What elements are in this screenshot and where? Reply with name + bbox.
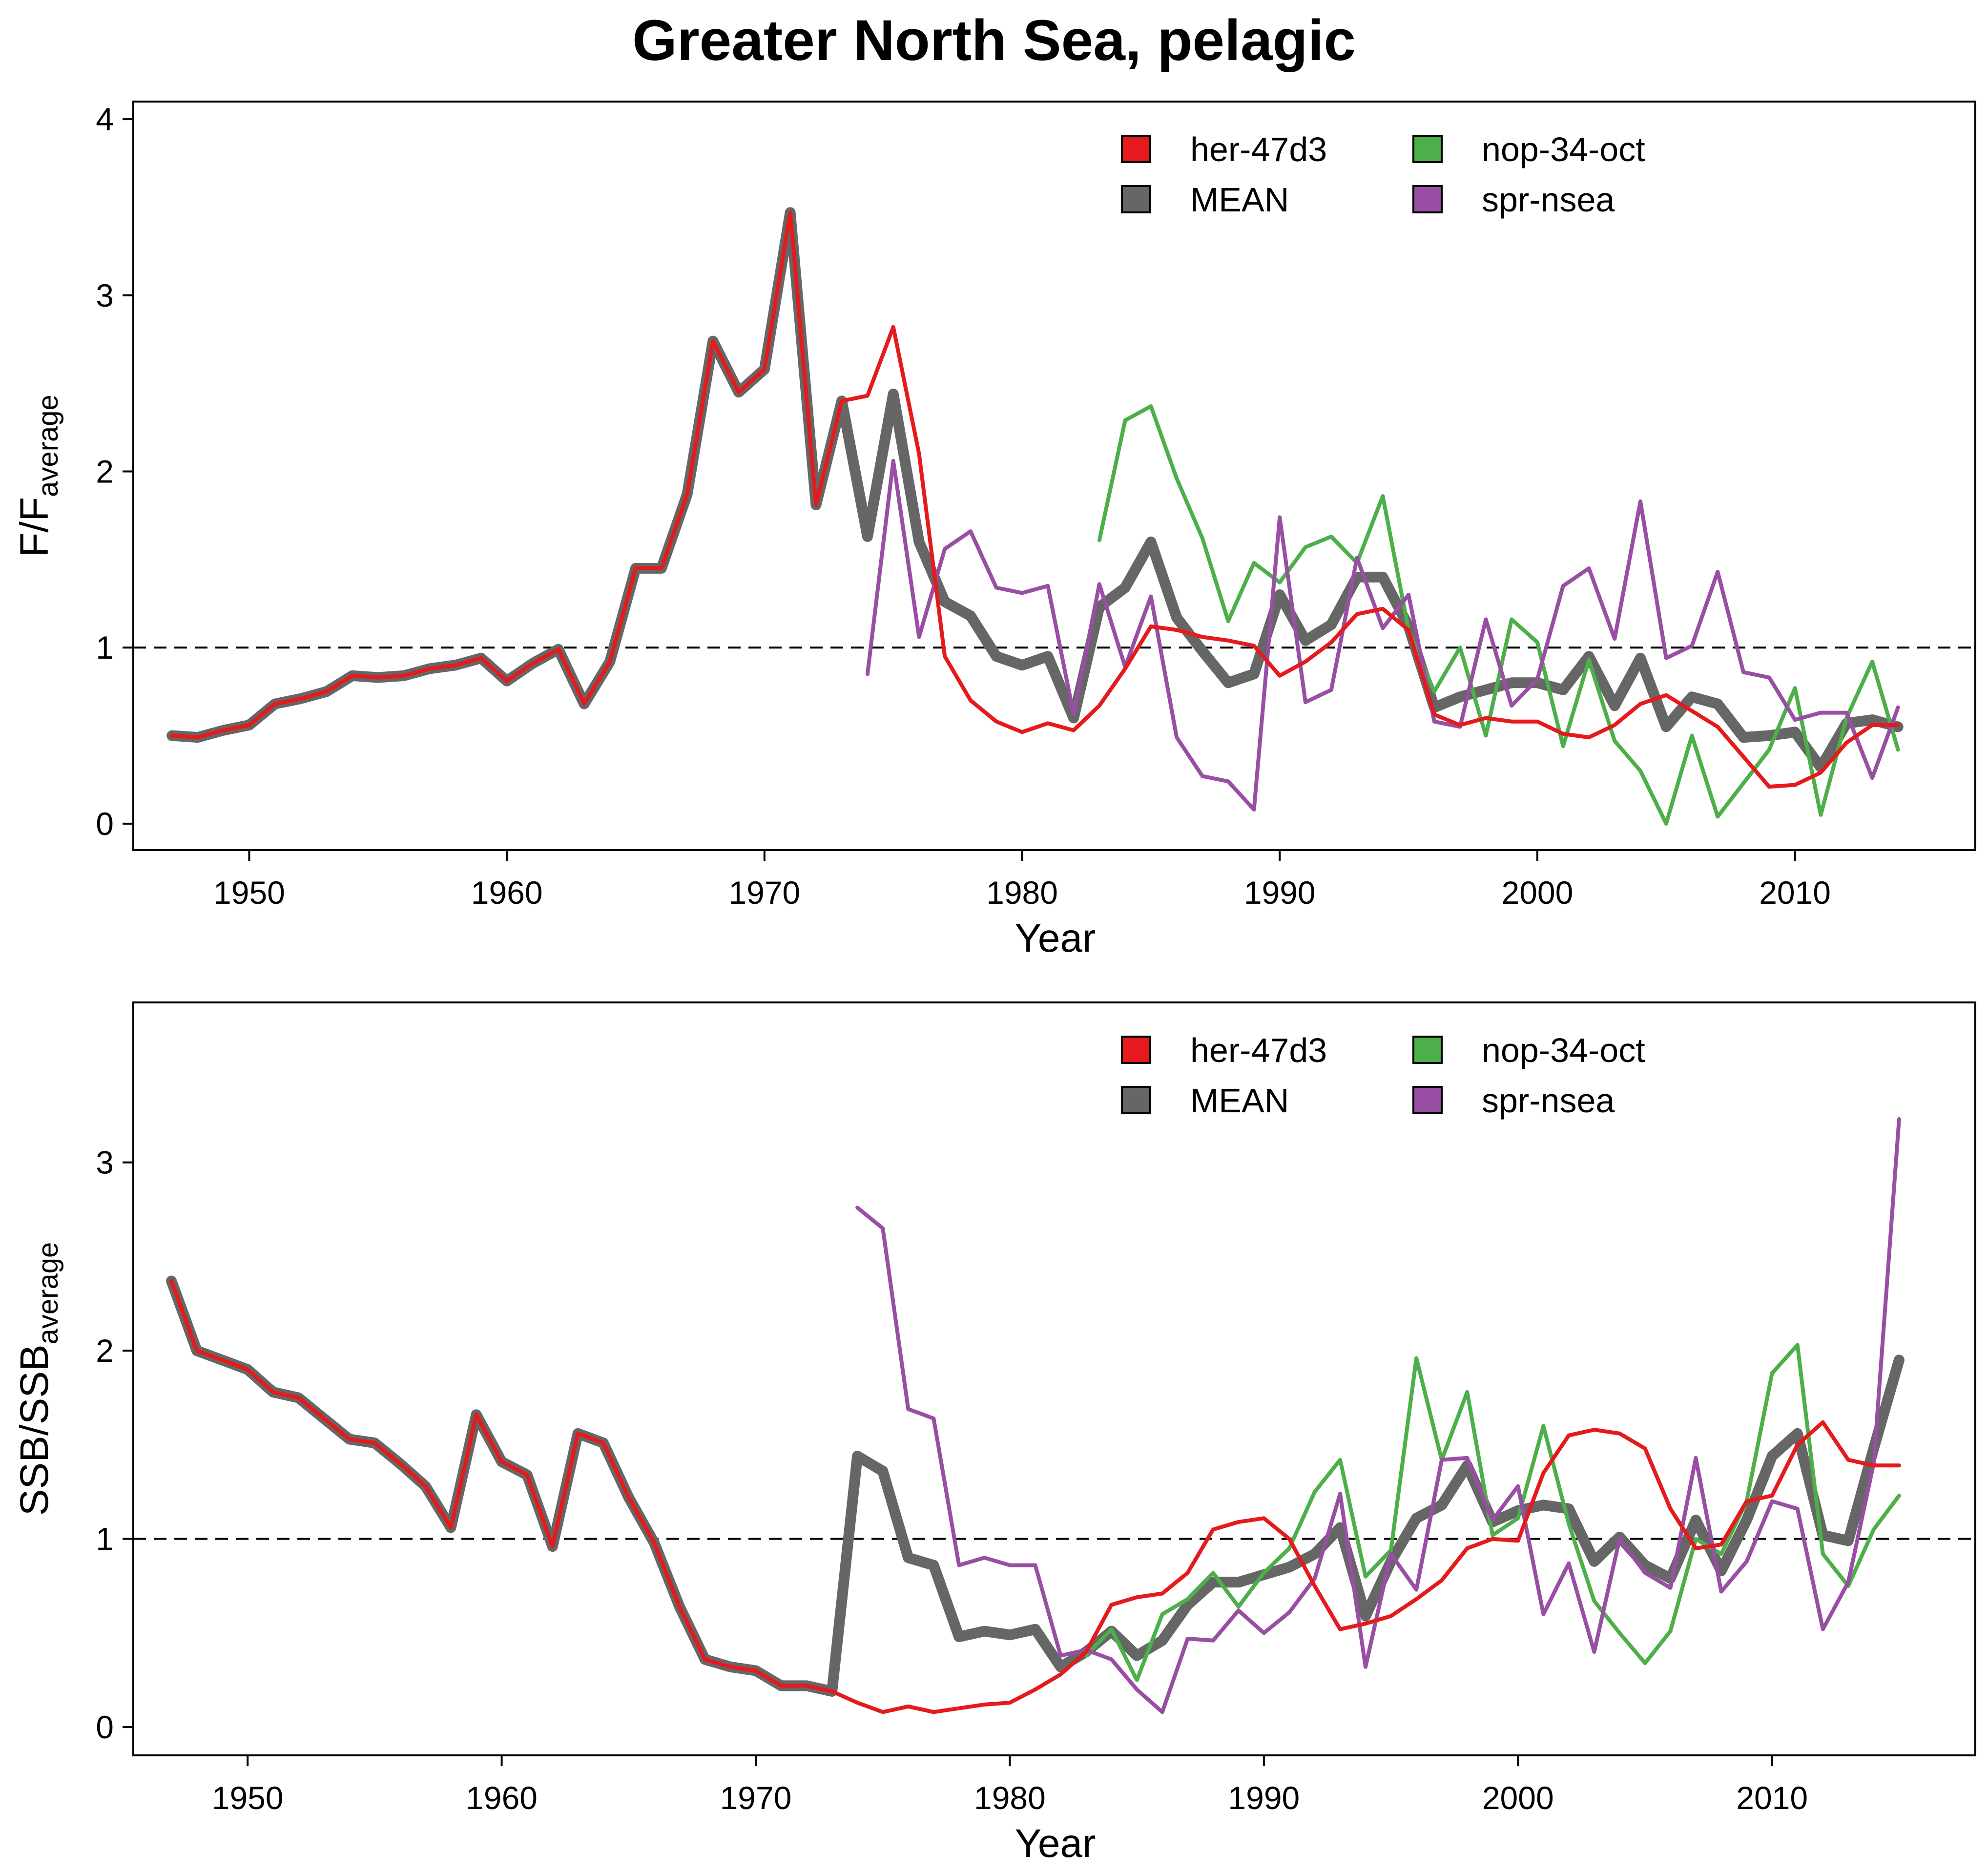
y-tick-label: 0 [96, 1709, 114, 1745]
legend-label: MEAN [1190, 181, 1289, 219]
series-line-her-47d3 [170, 210, 1900, 789]
y-tick-label: 3 [96, 277, 114, 313]
series-line-MEAN [166, 1275, 1905, 1697]
y-tick-label: 4 [96, 101, 114, 137]
legend-swatch-her-47d3 [1121, 135, 1151, 163]
legend-swatch-nop-34-oct [1412, 1036, 1443, 1064]
plot-frame [132, 1001, 1976, 1756]
x-tick-label: 1990 [1228, 1780, 1300, 1816]
plot-frame [132, 101, 1976, 851]
legend-swatch-MEAN [1121, 1086, 1151, 1114]
y-tick-label: 0 [96, 806, 114, 842]
legend: her-47d3 MEAN nop-34-oct spr-nsea [1121, 1031, 1645, 1120]
series-line-spr-nsea [865, 458, 1900, 812]
x-tick-label: 2010 [1736, 1780, 1808, 1816]
legend: her-47d3 MEAN nop-34-oct spr-nsea [1121, 130, 1645, 219]
y-axis-label-subscript: average [32, 1242, 64, 1345]
y-axis-label: SSB/SSBaverage [12, 1242, 64, 1516]
figure-title: Greater North Sea, pelagic [632, 8, 1356, 73]
y-tick-label: 2 [96, 1333, 114, 1369]
x-tick-label: 1970 [720, 1780, 792, 1816]
y-axis-label-main: F/F [12, 497, 57, 557]
x-axis-label: Year [1015, 1821, 1096, 1866]
series-line-nop-34-oct [1084, 1343, 1901, 1682]
y-tick-label: 3 [96, 1145, 114, 1181]
x-tick-label: 2000 [1502, 875, 1574, 911]
series-line-MEAN [166, 207, 1904, 773]
x-tick-label: 1960 [471, 875, 543, 911]
x-tick-label: 2000 [1482, 1780, 1554, 1816]
legend-swatch-MEAN [1121, 185, 1151, 213]
legend-swatch-spr-nsea [1412, 1086, 1443, 1114]
x-tick-label: 1960 [466, 1780, 538, 1816]
legend-label: her-47d3 [1190, 1031, 1327, 1069]
legend-swatch-spr-nsea [1412, 185, 1443, 213]
legend-label: her-47d3 [1190, 130, 1327, 168]
legend-swatch-nop-34-oct [1412, 135, 1443, 163]
y-tick-label: 2 [96, 453, 114, 489]
y-tick-label: 1 [96, 1521, 114, 1557]
y-tick-label: 1 [96, 629, 114, 666]
legend-label: MEAN [1190, 1082, 1289, 1120]
x-tick-label: 1950 [212, 1780, 284, 1816]
y-axis-label-main: SSB/SSB [12, 1344, 57, 1516]
x-tick-label: 1980 [986, 875, 1058, 911]
x-tick-label: 1970 [728, 875, 800, 911]
y-axis-label-subscript: average [32, 395, 64, 497]
series-line-spr-nsea [855, 1117, 1901, 1714]
series-line-nop-34-oct [1097, 404, 1900, 826]
x-axis-label: Year [1015, 916, 1096, 960]
legend-label: nop-34-oct [1482, 1031, 1645, 1069]
legend-label: nop-34-oct [1482, 130, 1645, 168]
x-tick-label: 1980 [974, 1780, 1046, 1816]
legend-label: spr-nsea [1482, 181, 1615, 219]
legend-label: spr-nsea [1482, 1082, 1615, 1120]
x-tick-label: 1950 [213, 875, 285, 911]
y-axis-label: F/Faverage [12, 395, 64, 557]
x-tick-label: 2010 [1759, 875, 1831, 911]
legend-swatch-her-47d3 [1121, 1036, 1151, 1064]
panel-1: 1950 1960 1970 1980 1990 2000 2010 0 1 2 3 4 Year F/F… [12, 101, 1976, 960]
panel-2: 1950 1960 1970 1980 1990 2000 2010 0 1 2 3 Year SSB/… [12, 1001, 1976, 1866]
x-tick-label: 1990 [1244, 875, 1316, 911]
series-line-her-47d3 [169, 1279, 1901, 1714]
